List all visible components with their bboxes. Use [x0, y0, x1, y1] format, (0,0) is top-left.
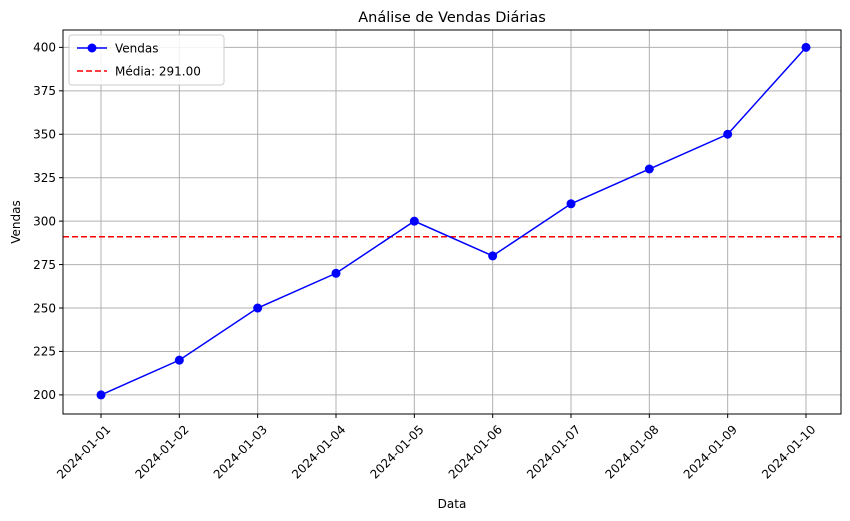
y-axis: 200 225 250 275 300 325 350 375 400: [33, 41, 63, 402]
x-tick-label: 2024-01-03: [211, 422, 270, 481]
x-tick-label: 2024-01-02: [132, 422, 191, 481]
x-tick-label: 2024-01-08: [602, 422, 661, 481]
y-tick-label: 325: [33, 171, 56, 185]
data-point: [488, 251, 498, 261]
data-point: [409, 216, 419, 226]
y-axis-label: Vendas: [9, 200, 23, 244]
data-point: [253, 303, 263, 313]
plot-frame: [62, 29, 842, 415]
y-tick-label: 300: [33, 214, 56, 228]
x-tick-label: 2024-01-09: [681, 422, 740, 481]
x-tick-label: 2024-01-10: [759, 422, 818, 481]
y-tick-label: 275: [33, 258, 56, 272]
y-tick-label: 400: [33, 41, 56, 55]
x-tick-label: 2024-01-07: [524, 422, 583, 481]
x-axis: 2024-01-01 2024-01-02 2024-01-03 2024-01-04…: [54, 414, 818, 482]
x-tick-label: 2024-01-05: [367, 422, 426, 481]
y-tick-label: 250: [33, 301, 56, 315]
data-point: [644, 164, 654, 174]
data-point: [331, 268, 341, 278]
data-point: [801, 42, 811, 52]
legend: Vendas Média: 291.00: [68, 34, 225, 86]
data-point: [174, 355, 184, 365]
x-tick-label: 2024-01-06: [446, 422, 505, 481]
y-tick-label: 350: [33, 128, 56, 142]
y-tick-label: 225: [33, 345, 56, 359]
legend-label-vendas: Vendas: [115, 42, 159, 56]
x-tick-label: 2024-01-04: [289, 422, 348, 481]
y-tick-label: 375: [33, 84, 56, 98]
x-axis-label: Data: [438, 497, 467, 511]
x-tick-label: 2024-01-01: [54, 422, 113, 481]
chart-title: Análise de Vendas Diárias: [358, 10, 546, 26]
y-tick-label: 200: [33, 388, 56, 402]
legend-marker-sample: [87, 43, 97, 53]
data-point: [96, 390, 106, 400]
data-point: [566, 199, 576, 209]
series-line-vendas: [100, 46, 807, 396]
data-point: [723, 129, 733, 139]
legend-label-media: Média: 291.00: [115, 65, 201, 79]
plot-area: [63, 42, 841, 400]
legend-box: [68, 34, 225, 86]
